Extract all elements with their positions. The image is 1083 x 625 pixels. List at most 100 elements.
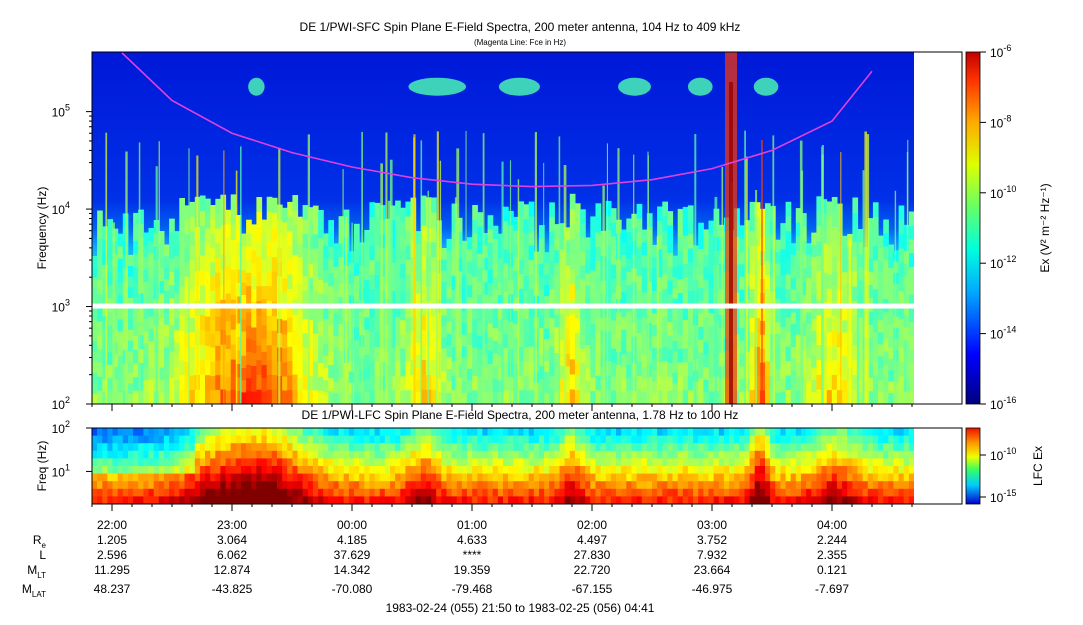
lfc-spectral-cell (852, 428, 859, 437)
lfc-no-data-region (914, 428, 962, 504)
sfc-spectral-cell (790, 277, 797, 290)
sfc-spectral-cell (626, 311, 632, 325)
sfc-spectral-cell (569, 313, 576, 330)
sfc-spectral-cell (687, 233, 694, 249)
sfc-spectral-cell (554, 262, 561, 276)
lfc-spectral-cell (801, 488, 807, 497)
lfc-spectral-cell (513, 488, 519, 497)
sfc-spectral-cell (842, 259, 848, 273)
sfc-spectral-cell (431, 389, 437, 404)
sfc-spectral-cell (646, 390, 653, 404)
lfc-spectral-cell (487, 450, 494, 459)
sfc-spectral-cell (734, 390, 740, 404)
sfc-spectral-cell (780, 287, 787, 302)
sfc-spectral-cell (400, 305, 406, 321)
lfc-spectral-cell (333, 488, 340, 497)
sfc-spectral-cell (287, 288, 293, 304)
lfc-spectral-cell (528, 428, 535, 437)
sfc-spectral-cell (687, 219, 694, 235)
sfc-spectral-cell (390, 361, 396, 377)
lfc-spectral-cell (302, 450, 309, 459)
lfc-spectral-cell (266, 496, 273, 504)
sfc-spectral-cell (544, 263, 550, 275)
sfc-spectral-cell (574, 232, 581, 247)
lfc-spectral-cell (220, 450, 227, 459)
lfc-spectral-cell (410, 428, 417, 437)
sfc-spectral-cell (595, 361, 602, 376)
lfc-spectral-cell (446, 496, 453, 504)
sfc-spectral-cell (518, 244, 525, 260)
lfc-spectral-cell (359, 458, 365, 467)
sfc-spectral-cell (564, 290, 571, 304)
sfc-hf-patch (248, 77, 265, 96)
lfc-spectral-cell (312, 435, 319, 444)
sfc-spectral-cell (852, 345, 859, 361)
sfc-spectral-cell (246, 285, 252, 300)
lfc-spectral-cell (836, 458, 843, 467)
sfc-spectral-cell (97, 334, 103, 350)
sfc-spectral-cell (708, 338, 715, 353)
sfc-spectral-cell (610, 278, 617, 293)
lfc-spectral-cell (472, 428, 478, 437)
sfc-spectral-cell (189, 230, 196, 246)
sfc-spectral-cell (528, 259, 535, 275)
sfc-spectral-cell (857, 366, 864, 380)
sfc-spectral-cell (241, 391, 247, 404)
sfc-spectral-cell (852, 286, 859, 302)
sfc-spectral-cell (128, 297, 134, 309)
sfc-spectral-cell (441, 392, 447, 404)
sfc-spectral-cell (867, 377, 874, 392)
sfc-spectral-cell (790, 254, 797, 267)
sfc-spectral-cell (128, 318, 134, 330)
lfc-spectral-cell (775, 466, 781, 475)
sfc-spectral-cell (857, 254, 864, 267)
sfc-spectral-cell (133, 281, 139, 296)
sfc-spectral-cell (390, 248, 396, 263)
sfc-spectral-cell (256, 226, 263, 242)
lfc-spectral-cell (271, 428, 278, 437)
sfc-spectral-cell (241, 294, 247, 308)
lfc-spectral-cell (626, 443, 632, 452)
lfc-spectral-cell (364, 458, 370, 467)
sfc-spectral-cell (400, 249, 406, 265)
sfc-spectral-cell (390, 304, 396, 320)
lfc-spectral-cell (744, 466, 751, 475)
lfc-spectral-cell (857, 458, 864, 467)
lfc-spectral-cell (580, 473, 586, 482)
lfc-spectral-cell (338, 435, 345, 444)
sfc-spectral-cell (261, 259, 268, 273)
sfc-spectral-cell (446, 345, 453, 358)
lfc-spectral-cell (328, 458, 334, 467)
lfc-spectral-cell (282, 458, 288, 467)
sfc-spectral-cell (205, 242, 211, 258)
sfc-spectral-cell (174, 268, 180, 281)
lfc-spectral-cell (348, 458, 355, 467)
sfc-spectral-cell (503, 263, 509, 278)
sfc-spectral-cell (97, 224, 103, 239)
sfc-spectral-cell (92, 287, 98, 299)
lfc-spectral-cell (138, 473, 144, 482)
lfc-spectral-cell (302, 435, 309, 444)
lfc-spectral-cell (395, 481, 401, 490)
lfc-spectral-cell (559, 466, 566, 475)
sfc-spectral-cell (384, 364, 391, 378)
lfc-spectral-cell (646, 466, 653, 475)
lfc-spectral-cell (513, 435, 519, 444)
sfc-spectral-cell (189, 389, 196, 404)
lfc-spectral-cell (461, 450, 468, 459)
sfc-spectral-cell (282, 362, 288, 377)
sfc-spectral-cell (677, 222, 684, 238)
lfc-spectral-cell (657, 473, 663, 482)
sfc-spectral-cell (477, 321, 483, 336)
lfc-spectral-cell (852, 435, 859, 444)
lfc-spectral-cell (312, 450, 319, 459)
lfc-spectral-cell (497, 458, 504, 467)
sfc-spectral-cell (687, 389, 694, 404)
lfc-spectral-cell (893, 466, 900, 475)
lfc-spectral-cell (888, 458, 894, 467)
lfc-spectral-cell (487, 458, 494, 467)
lfc-spectral-cell (312, 458, 319, 467)
sfc-spectral-cell (436, 390, 442, 404)
sfc-spectral-cell (364, 267, 370, 281)
sfc-spectral-cell (405, 375, 412, 391)
